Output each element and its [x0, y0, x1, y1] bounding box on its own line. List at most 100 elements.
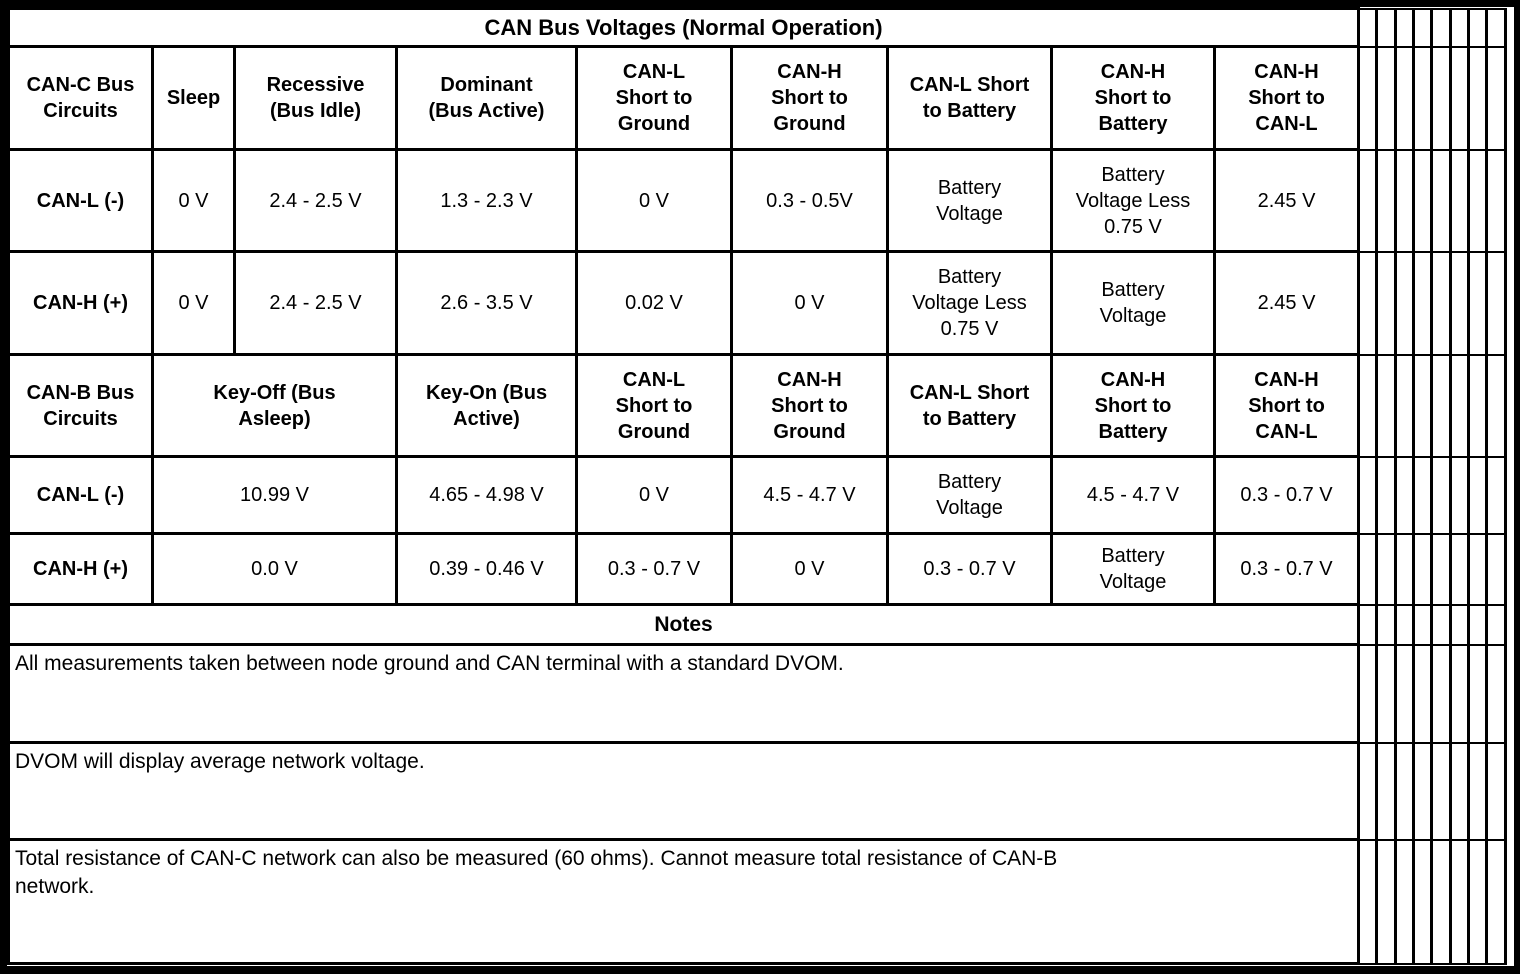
- header-canh-short-canl: CAN-H Short to CAN-L: [1212, 45, 1361, 151]
- blank-measurement-cell: [1430, 741, 1453, 841]
- value-cell: Battery Voltage: [1050, 250, 1216, 356]
- blank-measurement-cell: [1394, 838, 1416, 965]
- note-row: All measurements taken between node grou…: [6, 643, 1508, 744]
- can-c-canh-row: CAN-H (+) 0 V 2.4 - 2.5 V 2.6 - 3.5 V 0.…: [7, 250, 1508, 356]
- row-label-can-h: CAN-H (+): [7, 532, 154, 606]
- blank-measurement-cell: [1467, 148, 1489, 253]
- blank-measurement-cell: [1357, 532, 1379, 606]
- blank-measurement-cell: [1375, 45, 1398, 151]
- header-canl-short-ground: CAN-L Short to Ground: [575, 353, 733, 458]
- blank-measurement-cell: [1394, 45, 1416, 151]
- value-cell: 0 V: [730, 250, 889, 356]
- notes-header-row: Notes: [6, 603, 1508, 646]
- blank-measurement-cell: [1430, 643, 1453, 744]
- can-b-canl-row: CAN-L (-) 10.99 V 4.65 - 4.98 V 0 V 4.5 …: [7, 455, 1508, 535]
- blank-measurement-cell: [1430, 7, 1453, 48]
- blank-measurement-cell: [1357, 455, 1379, 535]
- can-c-canl-row: CAN-L (-) 0 V 2.4 - 2.5 V 1.3 - 2.3 V 0 …: [7, 148, 1508, 253]
- header-key-off: Key-Off (Bus Asleep): [151, 353, 398, 458]
- blank-measurement-cell: [1412, 148, 1434, 253]
- blank-measurement-cell: [1357, 838, 1379, 965]
- value-cell: Battery Voltage: [886, 148, 1053, 253]
- can-b-canh-row: CAN-H (+) 0.0 V 0.39 - 0.46 V 0.3 - 0.7 …: [7, 532, 1508, 606]
- value-cell: 0.0 V: [151, 532, 398, 606]
- header-can-c-circuits: CAN-C Bus Circuits: [7, 45, 154, 151]
- blank-measurement-cell: [1449, 532, 1471, 606]
- blank-measurement-cell: [1467, 353, 1489, 458]
- blank-measurement-cell: [1449, 643, 1471, 744]
- blank-measurement-cell: [1412, 7, 1434, 48]
- header-key-on: Key-On (Bus Active): [395, 353, 578, 458]
- can-c-header-row: CAN-C Bus Circuits Sleep Recessive (Bus …: [7, 45, 1508, 151]
- blank-measurement-cell: [1394, 148, 1416, 253]
- value-cell: Battery Voltage: [1050, 532, 1216, 606]
- blank-measurement-cell: [1467, 7, 1489, 48]
- blank-measurement-cell: [1449, 838, 1471, 965]
- blank-measurement-cell: [1357, 643, 1379, 744]
- blank-measurement-cell: [1394, 7, 1416, 48]
- blank-measurement-cell: [1449, 353, 1471, 458]
- title-row: CAN Bus Voltages (Normal Operation): [6, 7, 1508, 48]
- header-can-b-circuits: CAN-B Bus Circuits: [7, 353, 154, 458]
- blank-measurement-cell: [1449, 7, 1471, 48]
- value-cell: 2.45 V: [1212, 148, 1361, 253]
- blank-measurement-cell: [1357, 603, 1379, 646]
- blank-measurement-cell: [1485, 45, 1508, 151]
- header-canh-short-ground: CAN-H Short to Ground: [730, 353, 889, 458]
- header-canl-short-ground: CAN-L Short to Ground: [575, 45, 733, 151]
- blank-measurement-cell: [1449, 45, 1471, 151]
- note-row: DVOM will display average network voltag…: [6, 741, 1508, 841]
- blank-measurement-cell: [1412, 353, 1434, 458]
- blank-measurement-cell: [1375, 455, 1398, 535]
- blank-measurement-cell: [1449, 455, 1471, 535]
- value-cell: 0 V: [730, 532, 889, 606]
- value-cell: 10.99 V: [151, 455, 398, 535]
- blank-measurement-cell: [1430, 603, 1453, 646]
- value-cell: 0 V: [151, 250, 236, 356]
- blank-measurement-cell: [1485, 7, 1508, 48]
- blank-measurement-cell: [1375, 250, 1398, 356]
- blank-measurement-cell: [1375, 741, 1398, 841]
- blank-measurement-cell: [1467, 455, 1489, 535]
- blank-measurement-cell: [1412, 532, 1434, 606]
- blank-measurement-cell: [1430, 148, 1453, 253]
- value-cell: 4.5 - 4.7 V: [1050, 455, 1216, 535]
- blank-measurement-cell: [1430, 455, 1453, 535]
- value-cell: 2.6 - 3.5 V: [395, 250, 578, 356]
- blank-measurement-cell: [1394, 532, 1416, 606]
- blank-measurement-cell: [1467, 532, 1489, 606]
- value-cell: Battery Voltage Less 0.75 V: [886, 250, 1053, 356]
- blank-measurement-cell: [1485, 838, 1508, 965]
- value-cell: 4.5 - 4.7 V: [730, 455, 889, 535]
- can-b-header-row: CAN-B Bus Circuits Key-Off (Bus Asleep) …: [7, 353, 1508, 458]
- blank-measurement-cell: [1485, 741, 1508, 841]
- blank-measurement-cell: [1467, 838, 1489, 965]
- blank-measurement-cell: [1485, 250, 1508, 356]
- blank-measurement-cell: [1485, 532, 1508, 606]
- value-cell: Battery Voltage Less 0.75 V: [1050, 148, 1216, 253]
- table-title: CAN Bus Voltages (Normal Operation): [6, 7, 1361, 48]
- blank-measurement-cell: [1412, 838, 1434, 965]
- header-recessive: Recessive (Bus Idle): [233, 45, 398, 151]
- blank-measurement-cell: [1375, 532, 1398, 606]
- value-cell: Battery Voltage: [886, 455, 1053, 535]
- header-dominant: Dominant (Bus Active): [395, 45, 578, 151]
- blank-measurement-cell: [1467, 250, 1489, 356]
- value-cell: 0.3 - 0.7 V: [575, 532, 733, 606]
- row-label-can-l: CAN-L (-): [7, 455, 154, 535]
- blank-measurement-cell: [1357, 148, 1379, 253]
- blank-measurement-cell: [1375, 838, 1398, 965]
- blank-measurement-cell: [1375, 148, 1398, 253]
- blank-measurement-cell: [1449, 741, 1471, 841]
- value-cell: 0.3 - 0.7 V: [1212, 455, 1361, 535]
- blank-measurement-cell: [1430, 250, 1453, 356]
- blank-measurement-cell: [1485, 603, 1508, 646]
- blank-measurement-cell: [1394, 643, 1416, 744]
- value-cell: 0 V: [575, 148, 733, 253]
- blank-measurement-cell: [1412, 741, 1434, 841]
- blank-measurement-cell: [1375, 7, 1398, 48]
- note-text: All measurements taken between node grou…: [6, 643, 1361, 744]
- header-canh-short-battery: CAN-H Short to Battery: [1050, 353, 1216, 458]
- blank-measurement-cell: [1357, 741, 1379, 841]
- blank-measurement-cell: [1449, 250, 1471, 356]
